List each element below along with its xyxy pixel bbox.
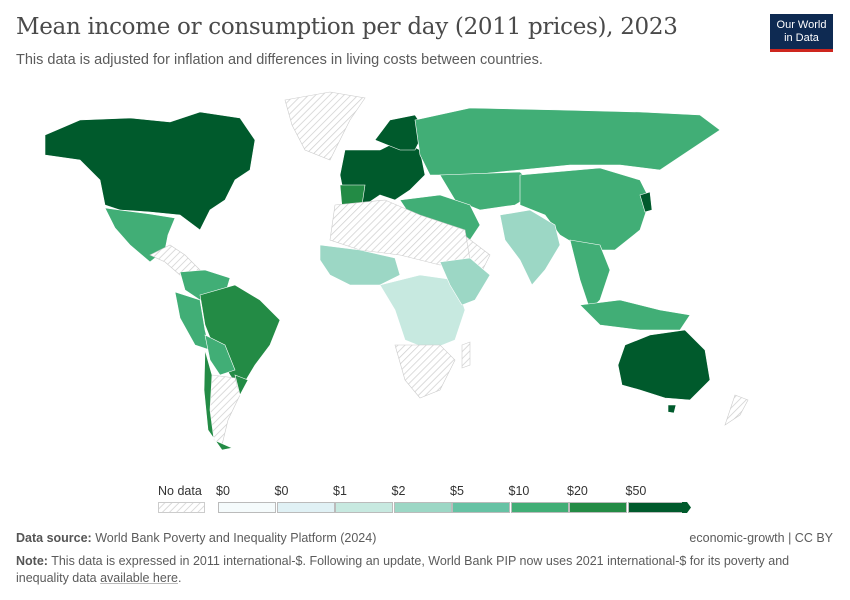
legend-swatch bbox=[276, 502, 335, 513]
country-central-america[interactable] bbox=[149, 244, 201, 276]
country-uruguay[interactable] bbox=[234, 374, 249, 396]
country-east-africa[interactable] bbox=[439, 257, 491, 306]
note: Note: This data is expressed in 2011 int… bbox=[16, 553, 816, 587]
data-source: Data source: World Bank Poverty and Ineq… bbox=[16, 531, 376, 545]
legend-bin-label: $1 bbox=[333, 484, 347, 498]
country-argentina[interactable] bbox=[209, 374, 241, 446]
legend-bin-label: $20 bbox=[567, 484, 588, 498]
note-label: Note: bbox=[16, 554, 48, 568]
country-tasmania[interactable] bbox=[667, 404, 677, 414]
legend-no-data-swatch bbox=[158, 502, 205, 513]
legend-bin-label: $0 bbox=[274, 484, 289, 498]
legend-swatch bbox=[218, 502, 276, 513]
logo-line2: in Data bbox=[784, 32, 819, 44]
country-greenland[interactable] bbox=[284, 91, 366, 161]
country-china-mongolia[interactable] bbox=[519, 167, 651, 251]
world-map bbox=[44, 91, 749, 451]
legend-swatch bbox=[452, 502, 510, 513]
legend-swatch bbox=[569, 502, 627, 513]
legend-bin-label: $0 bbox=[216, 484, 230, 498]
country-new-zealand[interactable] bbox=[724, 394, 749, 426]
legend-bin-label: $5 bbox=[450, 484, 464, 498]
country-madagascar[interactable] bbox=[461, 341, 471, 369]
country-australia[interactable] bbox=[617, 329, 711, 401]
country-russia[interactable] bbox=[414, 107, 721, 176]
source-label: Data source: bbox=[16, 531, 92, 545]
legend-arrow bbox=[682, 502, 691, 513]
page-subtitle: This data is adjusted for inflation and … bbox=[16, 52, 543, 68]
legend-swatch bbox=[627, 502, 686, 513]
license[interactable]: economic-growth | CC BY bbox=[689, 531, 833, 545]
legend-bin-label: $2 bbox=[391, 484, 406, 498]
legend-bin-label: $50 bbox=[625, 484, 647, 498]
country-southern-africa[interactable] bbox=[394, 344, 456, 399]
note-end: . bbox=[177, 571, 182, 585]
legend-swatch bbox=[393, 502, 452, 513]
legend-no-data-label: No data bbox=[158, 484, 202, 498]
country-bolivia-paraguay[interactable] bbox=[204, 334, 236, 376]
country-central-africa[interactable] bbox=[379, 274, 466, 351]
legend-bin-label: $10 bbox=[508, 484, 530, 498]
legend-swatch bbox=[510, 502, 569, 513]
country-north-america[interactable] bbox=[44, 111, 256, 231]
available-here-link[interactable]: available here bbox=[100, 571, 178, 585]
source-text: World Bank Poverty and Inequality Platfo… bbox=[95, 531, 377, 545]
page-title: Mean income or consumption per day (2011… bbox=[16, 14, 678, 40]
country-korea-japan[interactable] bbox=[639, 191, 653, 213]
country-india[interactable] bbox=[499, 209, 561, 286]
note-text: This data is expressed in 2011 internati… bbox=[16, 554, 790, 585]
legend-swatch bbox=[335, 502, 393, 513]
country-chile[interactable] bbox=[203, 349, 233, 451]
owid-logo[interactable]: Our World in Data bbox=[770, 14, 833, 52]
country-southeast-asia[interactable] bbox=[569, 239, 611, 311]
country-indonesia[interactable] bbox=[579, 299, 691, 331]
logo-line1: Our World bbox=[776, 19, 827, 31]
